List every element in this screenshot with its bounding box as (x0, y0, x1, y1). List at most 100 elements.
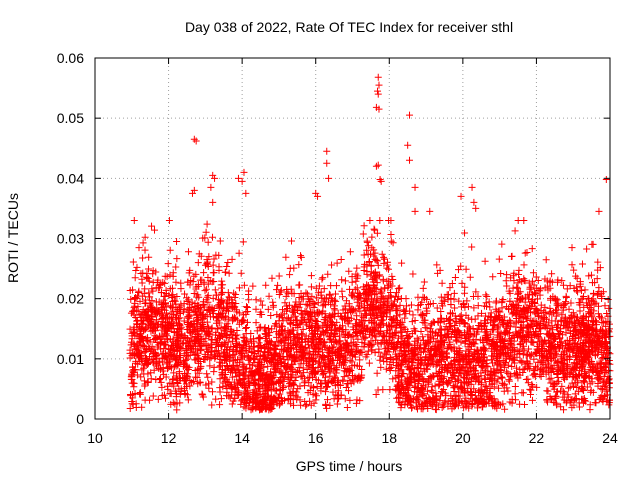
data-point (332, 369, 340, 377)
data-point (448, 405, 456, 413)
data-point (584, 334, 592, 342)
data-point (408, 364, 416, 372)
data-point (401, 307, 409, 315)
data-point (217, 310, 225, 318)
data-point (562, 317, 570, 325)
data-point (170, 353, 178, 361)
data-point (209, 233, 217, 241)
data-point (308, 322, 316, 330)
data-point (279, 306, 287, 314)
data-point (185, 269, 193, 277)
data-point (452, 318, 460, 326)
data-point (297, 372, 305, 380)
data-point (140, 377, 148, 385)
data-point (377, 286, 385, 294)
data-point (337, 312, 345, 320)
data-point (202, 296, 210, 304)
data-point (145, 277, 153, 285)
data-point (285, 382, 293, 390)
data-point (385, 282, 393, 290)
data-point (585, 343, 593, 351)
data-point (294, 385, 302, 393)
data-point (126, 349, 134, 357)
data-point (447, 359, 455, 367)
data-point (358, 348, 366, 356)
data-point (562, 324, 570, 332)
data-point (525, 279, 533, 287)
data-point (541, 303, 549, 311)
data-point (519, 366, 527, 374)
data-point (373, 257, 381, 265)
data-point (374, 311, 382, 319)
data-point (597, 384, 605, 392)
data-point (229, 302, 237, 310)
data-point (333, 259, 341, 267)
data-point (228, 385, 236, 393)
data-point (204, 238, 212, 246)
data-point (221, 315, 229, 323)
data-point (373, 297, 381, 305)
data-point (176, 351, 184, 359)
data-point (494, 375, 502, 383)
data-point (520, 305, 528, 313)
data-point (401, 314, 409, 322)
data-point (514, 216, 522, 224)
data-point (205, 330, 213, 338)
data-point (174, 360, 182, 368)
data-point (578, 370, 586, 378)
data-point (493, 315, 501, 323)
data-point (327, 282, 335, 290)
data-point (202, 345, 210, 353)
data-point (216, 388, 224, 396)
data-point (554, 276, 562, 284)
data-point (567, 299, 575, 307)
data-point (347, 314, 355, 322)
data-point (223, 392, 231, 400)
data-point (364, 282, 372, 290)
data-point (440, 402, 448, 410)
data-point (451, 304, 459, 312)
data-point (301, 316, 309, 324)
data-point (162, 286, 170, 294)
data-point (477, 372, 485, 380)
data-point (560, 396, 568, 404)
data-point (278, 346, 286, 354)
data-point (457, 303, 465, 311)
data-point (426, 325, 434, 333)
data-point (373, 229, 381, 237)
data-point (357, 300, 365, 308)
data-point (531, 349, 539, 357)
data-point (497, 270, 505, 278)
data-point (220, 339, 228, 347)
data-point (212, 395, 220, 403)
data-point (428, 383, 436, 391)
data-point (318, 366, 326, 374)
data-point (302, 402, 310, 410)
data-point (298, 335, 306, 343)
data-point (318, 275, 326, 283)
data-point (544, 357, 552, 365)
data-point (368, 347, 376, 355)
data-point (152, 335, 159, 343)
data-point (521, 298, 529, 306)
data-point (219, 332, 227, 340)
data-point (588, 367, 596, 375)
data-point (239, 238, 247, 246)
data-point (382, 345, 390, 353)
data-point (341, 357, 349, 365)
data-point (493, 325, 501, 333)
data-point (466, 325, 474, 333)
data-point (599, 378, 607, 386)
data-point (343, 340, 351, 348)
data-point (547, 294, 555, 302)
data-point (172, 263, 180, 271)
data-point (271, 346, 279, 354)
data-point (462, 265, 470, 273)
data-point (248, 394, 256, 402)
data-point (559, 362, 567, 370)
data-point (237, 355, 245, 363)
data-point (376, 302, 384, 310)
data-point (564, 393, 572, 401)
data-point (602, 338, 610, 346)
